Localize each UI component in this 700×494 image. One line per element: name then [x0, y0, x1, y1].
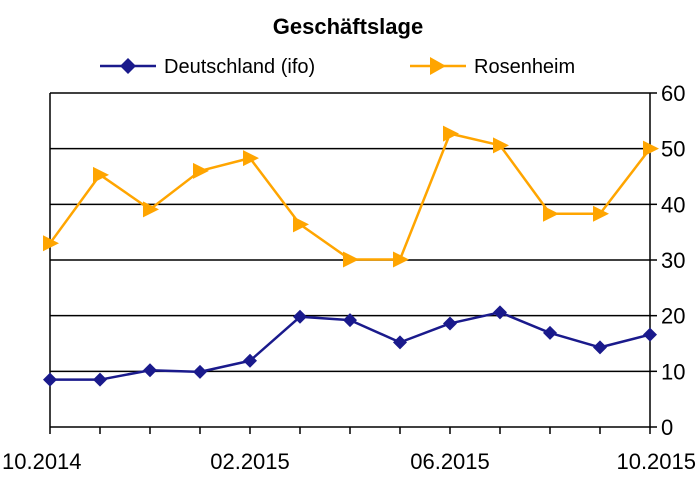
data-point	[493, 305, 507, 320]
data-point	[643, 140, 659, 157]
legend: Deutschland (ifo) Rosenheim	[100, 56, 575, 78]
data-point	[293, 216, 309, 233]
data-point	[193, 364, 207, 379]
data-point	[443, 125, 459, 142]
data-point	[93, 166, 109, 183]
data-point	[43, 235, 59, 252]
legend-label-rosenheim: Rosenheim	[474, 56, 575, 78]
legend-diamond-marker-icon	[120, 58, 136, 74]
data-point	[93, 372, 107, 387]
x-tick-label: 02.2015	[210, 449, 290, 474]
data-point	[393, 335, 407, 350]
chart-title: Geschäftslage	[273, 14, 423, 39]
data-point	[343, 251, 359, 268]
y-tick-label: 60	[661, 81, 685, 106]
legend-triangle-marker-icon	[430, 57, 446, 75]
x-tick-label: 06.2015	[410, 449, 490, 474]
data-point	[343, 313, 357, 328]
gridlines	[50, 92, 650, 373]
data-point	[193, 162, 209, 179]
data-point	[543, 325, 557, 340]
y-tick-label: 10	[661, 359, 685, 384]
data-point	[143, 363, 157, 378]
data-point	[393, 251, 409, 268]
x-tick-labels: 10.2014 02.2015 06.2015 10.2015	[2, 427, 696, 474]
y-tick-labels: 0 10 20 30 40 50 60	[650, 81, 685, 440]
data-point	[493, 137, 509, 154]
x-tick-label: 10.2014	[2, 449, 82, 474]
data-point	[43, 372, 57, 387]
y-tick-label: 20	[661, 304, 685, 329]
y-tick-label: 40	[661, 192, 685, 217]
data-point	[643, 327, 657, 342]
y-tick-label: 30	[661, 248, 685, 273]
data-point	[593, 205, 609, 222]
y-tick-label: 50	[661, 137, 685, 162]
legend-item-rosenheim: Rosenheim	[410, 56, 575, 78]
legend-label-deutschland: Deutschland (ifo)	[164, 56, 315, 78]
series-rosenheim	[43, 125, 659, 268]
x-tick-label: 10.2015	[616, 449, 696, 474]
series-line	[48, 132, 651, 261]
data-point	[443, 316, 457, 331]
y-tick-label: 0	[661, 415, 673, 440]
data-point	[543, 205, 559, 222]
data-point	[243, 353, 257, 368]
series	[43, 125, 659, 387]
series-deutschland	[43, 305, 657, 387]
data-point	[593, 340, 607, 355]
legend-item-deutschland: Deutschland (ifo)	[100, 56, 315, 78]
data-point	[143, 201, 159, 218]
data-point	[243, 150, 259, 167]
data-point	[293, 309, 307, 324]
